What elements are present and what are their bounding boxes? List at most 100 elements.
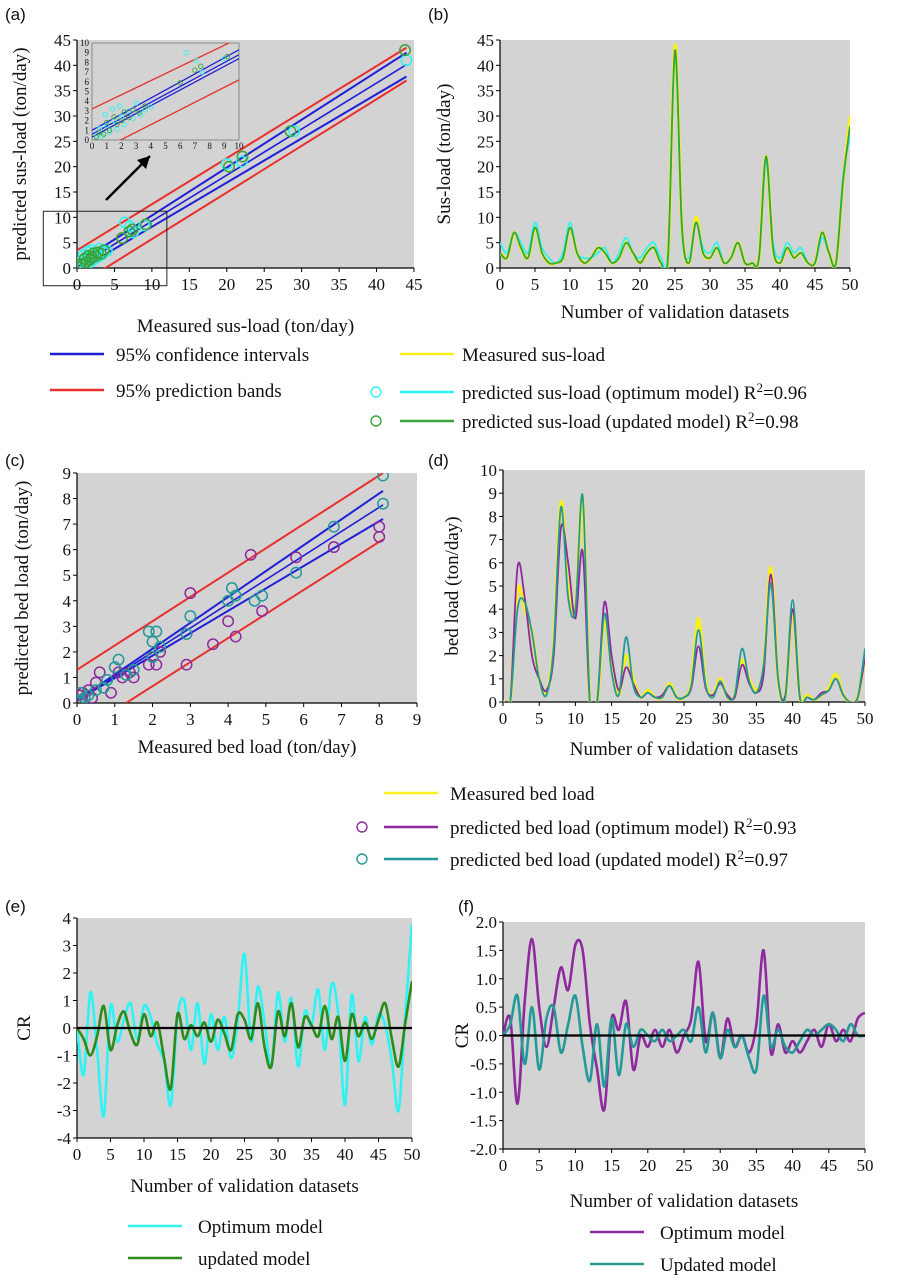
inset-y-tick-label: 0 (85, 135, 90, 145)
legend-teal-marker (356, 853, 368, 865)
x-axis-label: Measured bed load (ton/day) (138, 737, 357, 758)
y-tick-label: 3 (63, 617, 72, 636)
inset-band-line (92, 43, 231, 110)
x-tick-label: 20 (203, 1145, 220, 1164)
x-tick-label: 25 (256, 275, 273, 294)
inset-data-point (93, 132, 100, 138)
inset-data-point (183, 50, 189, 56)
x-tick-label: 25 (236, 1145, 253, 1164)
data-point (93, 666, 106, 679)
confidence-upper-line (77, 51, 408, 265)
legend-f-updated-label: Updated model (660, 1255, 777, 1276)
inset-y-tick-label: 4 (85, 96, 90, 106)
panel-letter-b: (b) (428, 5, 449, 24)
y-axis-label: Sus-load (ton/day) (434, 84, 455, 225)
data-point (95, 247, 107, 260)
zoom-arrow-head-icon (137, 156, 150, 169)
y-tick-label: 30 (477, 107, 494, 126)
inset-x-tick-label: 10 (235, 141, 245, 151)
y-tick-label: -1.0 (470, 1083, 497, 1102)
y-tick-label: -2.0 (470, 1140, 497, 1159)
x-tick-label: 15 (169, 1145, 186, 1164)
x-tick-label: 35 (737, 275, 754, 294)
x-tick-label: 20 (639, 709, 656, 728)
inset-data-point (118, 114, 125, 120)
legend-updated-bed-label: predicted bed load (updated model) R2=0.… (450, 847, 788, 872)
x-tick-label: 35 (303, 1145, 320, 1164)
y-tick-label: 6 (63, 541, 72, 560)
x-tick-label: 45 (370, 1145, 387, 1164)
inset-x-tick-label: 0 (90, 141, 95, 151)
panel-letter-f: (f) (458, 897, 474, 916)
x-axis-label: Number of validation datasets (570, 739, 798, 760)
x-tick-label: 40 (337, 1145, 354, 1164)
prediction-lower-line (103, 79, 408, 268)
x-tick-label: 25 (676, 709, 693, 728)
y-tick-label: 45 (477, 31, 494, 50)
inset-data-point (177, 80, 183, 86)
y-tick-label: 5 (486, 234, 495, 253)
data-point (222, 615, 235, 628)
inset-data-point (142, 103, 148, 109)
x-tick-label: 15 (597, 275, 614, 294)
x-tick-label: 0 (73, 1145, 82, 1164)
legend-optimum-sus-label: predicted sus-load (optimum model) R2=0.… (462, 380, 807, 405)
x-tick-label: 15 (603, 1156, 620, 1175)
series-line (77, 981, 412, 1092)
data-point (284, 125, 297, 138)
data-point (290, 551, 303, 564)
inset-x-tick-label: 8 (207, 141, 212, 151)
x-tick-label: 8 (375, 710, 384, 729)
plot-content-c (77, 473, 389, 703)
panel-letter-a: (a) (5, 5, 26, 24)
y-tick-label: 0 (63, 1019, 72, 1038)
data-point (139, 218, 152, 231)
inset-data-point (121, 109, 127, 115)
x-tick-label: 35 (748, 1156, 765, 1175)
x-tick-label: 20 (639, 1156, 656, 1175)
data-point (399, 44, 411, 57)
data-point (77, 694, 85, 703)
inset-data-point (101, 131, 107, 137)
inset-data-point (192, 67, 198, 73)
x-tick-label: 5 (535, 1156, 544, 1175)
y-tick-label: 2.0 (476, 913, 497, 932)
y-tick-label: 4 (63, 592, 72, 611)
inset-data-point (114, 126, 120, 132)
data-point (146, 651, 159, 663)
prediction-upper-line (77, 46, 408, 252)
inset-data-point (130, 107, 136, 113)
inset-x-tick-label: 7 (193, 141, 198, 151)
inset-x-tick-label: 1 (104, 141, 109, 151)
x-tick-label: 0 (73, 275, 82, 294)
panel-letter-d: (d) (428, 451, 449, 470)
y-tick-label: 25 (477, 132, 494, 151)
panel-letter-e: (e) (5, 897, 26, 916)
plot-content-d (503, 493, 865, 702)
y-tick-label: -3 (57, 1102, 71, 1121)
x-tick-label: 7 (337, 710, 346, 729)
inset-data-point (96, 129, 103, 135)
x-axis-label: Measured sus-load (ton/day) (137, 316, 354, 337)
y-tick-label: 2 (63, 643, 72, 662)
y-tick-label: 8 (63, 490, 72, 509)
y-tick-label: 6 (489, 554, 498, 573)
inset-data-point (111, 117, 117, 124)
x-tick-label: 0 (499, 709, 508, 728)
x-tick-label: 35 (331, 275, 348, 294)
y-tick-label: 35 (477, 82, 494, 101)
inset-data-point (133, 100, 139, 106)
data-point (127, 671, 140, 684)
chart-panels: 0 5 10 15 20 25 30 35 40 45051015202530354045Meas… (5, 5, 874, 1212)
y-tick-label: 9 (489, 484, 498, 503)
inset-y-tick-label: 7 (85, 67, 90, 77)
x-tick-label: 1 (111, 710, 120, 729)
series-line (503, 493, 865, 702)
x-tick-label: 10 (562, 275, 579, 294)
fit-line (77, 63, 407, 268)
x-tick-label: 30 (702, 275, 719, 294)
plot-content-b (500, 43, 850, 268)
data-point (244, 548, 257, 561)
inset-data-point (136, 110, 142, 116)
